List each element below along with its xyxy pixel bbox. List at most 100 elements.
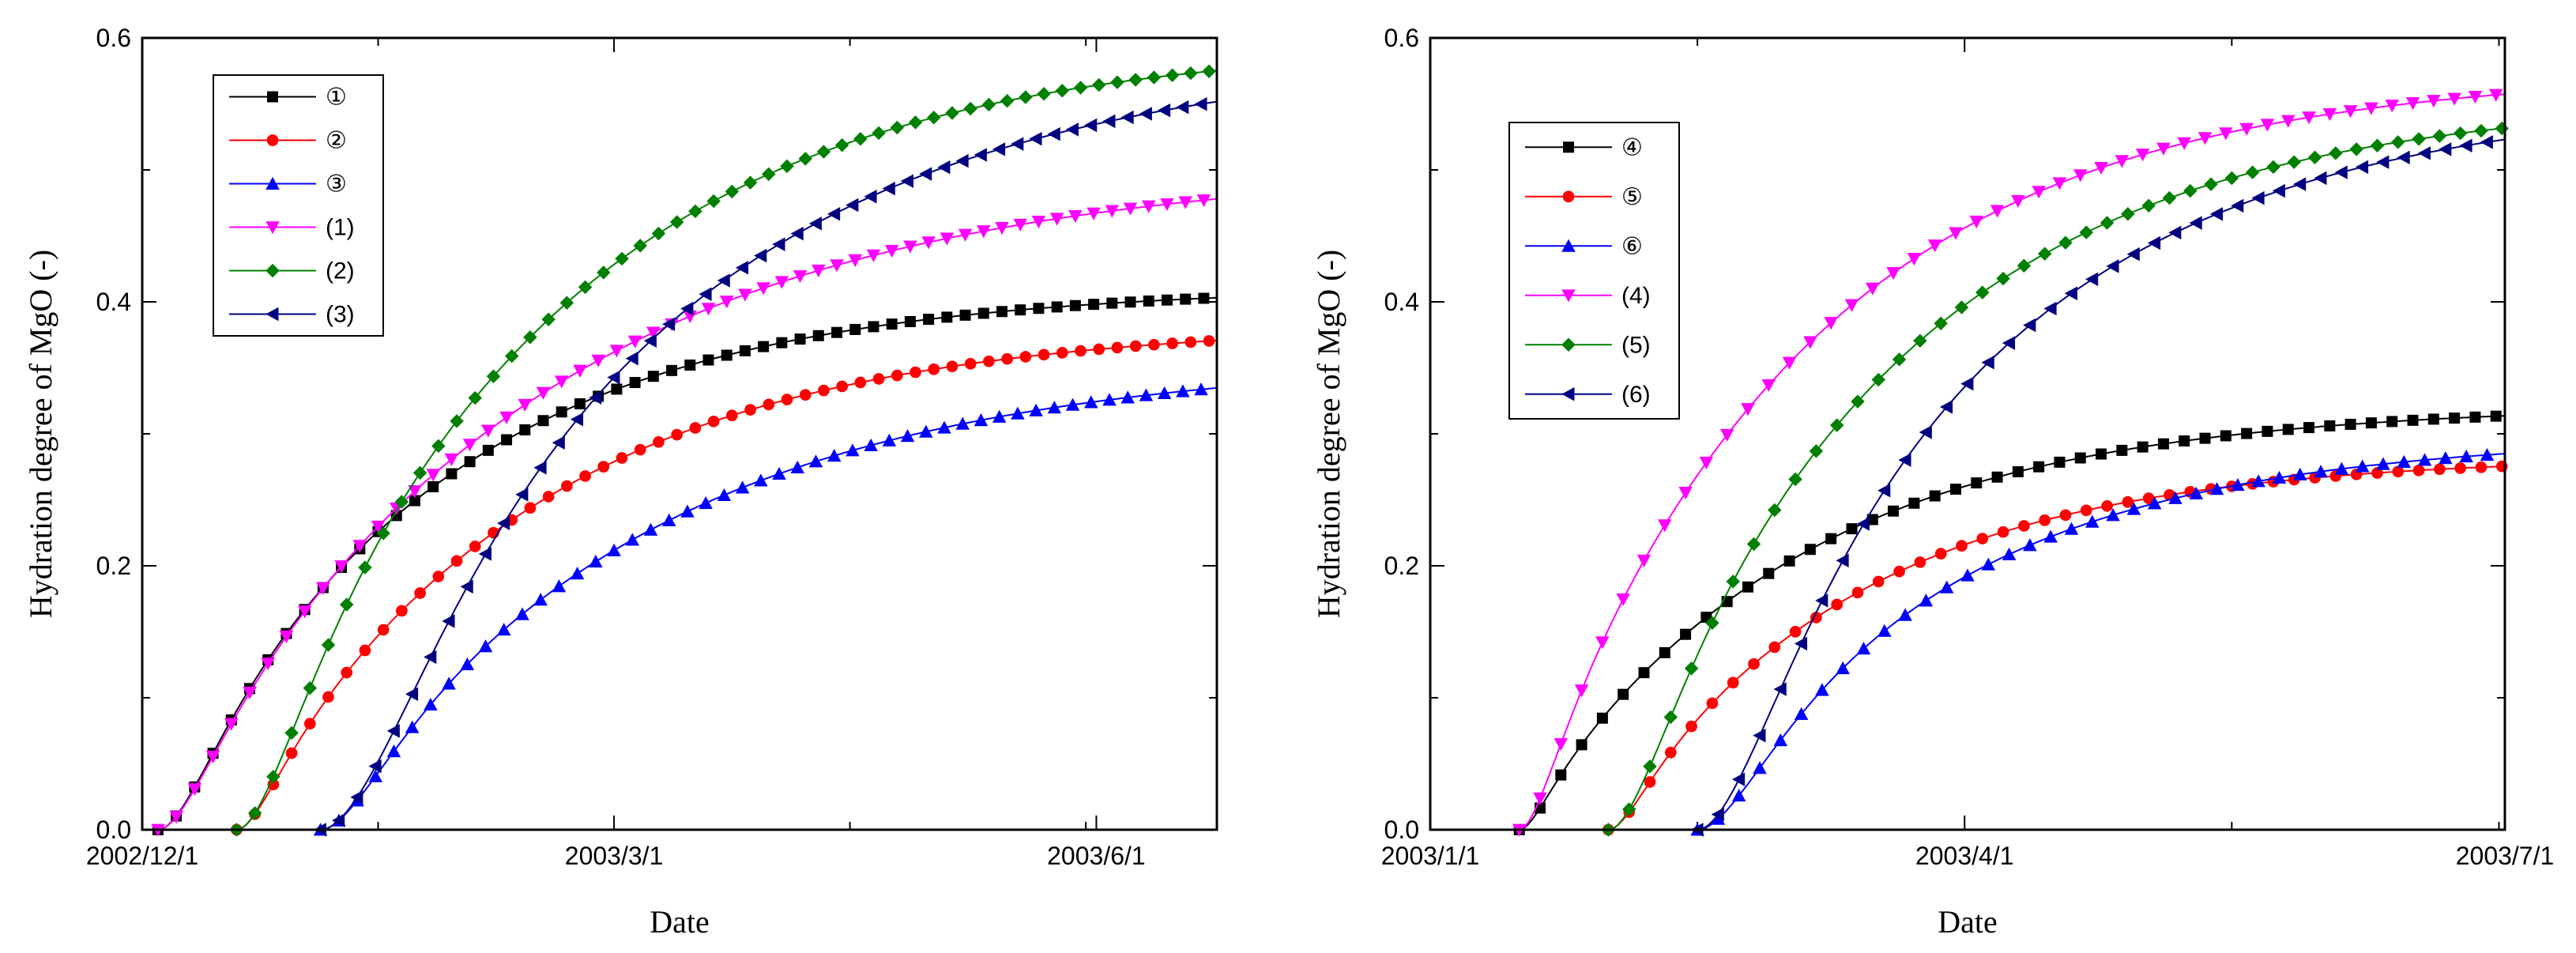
data-point: [2469, 411, 2481, 423]
data-point: [1106, 297, 1118, 309]
data-point: [2262, 425, 2273, 437]
data-point: [334, 560, 348, 574]
data-point: [739, 345, 751, 356]
data-point: [2231, 477, 2245, 492]
data-point: [1102, 393, 1117, 406]
data-point: [1087, 207, 1101, 220]
data-point: [812, 264, 826, 278]
data-point: [1128, 73, 1143, 87]
data-point: [2023, 538, 2037, 552]
data-point: [868, 321, 879, 333]
data-point: [1753, 729, 1766, 743]
data-point: [738, 288, 752, 302]
data-point: [2449, 412, 2461, 424]
data-point: [570, 412, 584, 427]
data-point: [394, 495, 409, 509]
data-point: [1166, 337, 1178, 349]
legend-marker: [266, 263, 280, 278]
data-point: [1815, 683, 1829, 696]
data-point: [790, 226, 804, 241]
data-point: [481, 424, 495, 438]
data-point: [763, 398, 775, 411]
data-point: [735, 260, 749, 275]
data-point: [285, 747, 298, 759]
data-point: [1809, 444, 1824, 458]
data-point: [616, 452, 628, 464]
data-point: [1810, 612, 1822, 623]
data-point: [1084, 118, 1098, 133]
data-point: [1056, 347, 1068, 359]
data-point: [699, 287, 712, 302]
data-point: [432, 571, 445, 582]
data-point: [1719, 428, 1734, 443]
data-point: [974, 148, 987, 162]
data-point: [297, 605, 312, 619]
legend-item: ③: [229, 171, 347, 198]
data-point: [1836, 661, 1850, 675]
y-tick-label: 0.6: [1384, 24, 1419, 52]
data-point: [772, 237, 785, 251]
data-point: [1574, 684, 1589, 698]
data-point: [533, 461, 547, 475]
data-point: [1533, 792, 1547, 806]
data-point: [735, 480, 750, 494]
data-point: [1047, 126, 1060, 141]
data-point: [1678, 487, 1693, 500]
data-point: [1872, 575, 1885, 588]
data-point: [1789, 626, 1802, 638]
data-point: [1960, 568, 1975, 582]
data-point: [1939, 580, 1954, 593]
legend-label: ⑤: [1621, 184, 1643, 210]
data-point: [1773, 682, 1787, 696]
data-point: [386, 724, 400, 738]
data-point: [2427, 413, 2439, 425]
data-point: [426, 469, 440, 482]
data-point: [396, 605, 408, 617]
data-point: [1636, 554, 1651, 568]
data-point: [412, 465, 427, 480]
data-point: [2427, 95, 2441, 108]
data-point: [758, 341, 770, 352]
data-point: [2407, 414, 2419, 426]
data-point: [651, 226, 666, 241]
legend: ① ② ③ (1) (2) (3): [213, 74, 384, 337]
data-point: [633, 239, 647, 253]
data-point: [524, 502, 537, 514]
data-point: [515, 607, 529, 620]
data-point: [977, 225, 991, 239]
series-line: [1430, 415, 2506, 831]
data-point: [405, 687, 419, 702]
data-point: [341, 666, 353, 679]
data-point: [424, 650, 437, 665]
data-point: [1996, 271, 2010, 286]
data-point: [818, 384, 830, 397]
data-point: [303, 718, 316, 730]
data-point: [1991, 471, 2003, 483]
data-point: [2183, 183, 2198, 198]
data-point: [2447, 92, 2461, 106]
data-point: [573, 364, 587, 378]
data-point: [799, 389, 812, 401]
data-point: [541, 312, 555, 327]
legend-item: ⑤: [1525, 184, 1643, 210]
data-point: [462, 439, 477, 452]
data-point: [2141, 198, 2156, 213]
data-point: [1919, 425, 1932, 439]
chart-panel-1: 0.0 0.2 0.4 0.6 2002/12/1 2003/3/1 2003/6/1 Dat…: [23, 24, 1218, 940]
data-point: [762, 167, 776, 182]
data-point: [352, 540, 367, 553]
data-point: [1555, 769, 1567, 781]
data-point: [2177, 137, 2192, 150]
data-point: [848, 254, 862, 267]
legend-label: (6): [1621, 382, 1651, 408]
data-point: [834, 137, 849, 153]
data-point: [2204, 177, 2218, 191]
data-point: [2371, 467, 2383, 479]
data-point: [542, 491, 555, 503]
data-point: [224, 718, 239, 731]
data-point: [409, 495, 420, 507]
data-point: [1877, 483, 1891, 498]
data-point: [2343, 105, 2358, 119]
data-point: [1761, 379, 1776, 393]
data-point: [1969, 215, 1984, 229]
